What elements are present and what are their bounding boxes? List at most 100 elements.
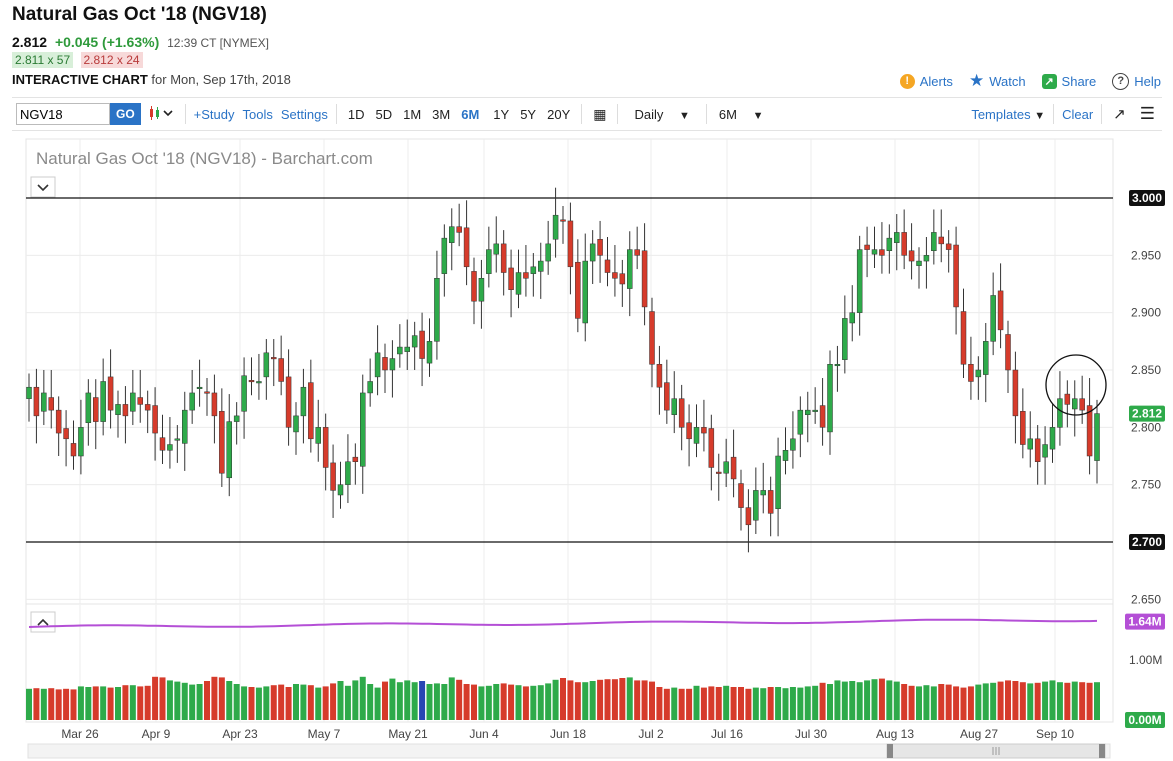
go-button[interactable]: GO — [110, 103, 141, 125]
period-1d[interactable]: 1D — [347, 106, 365, 122]
share-label: Share — [1061, 73, 1097, 89]
candle-body — [182, 409, 188, 444]
candle-body — [916, 260, 922, 266]
candle-body — [686, 422, 692, 440]
volume-bar — [337, 681, 344, 720]
candle-body — [100, 381, 106, 422]
tools-button[interactable]: Tools — [242, 106, 273, 122]
period-3m[interactable]: 3M — [432, 106, 451, 122]
volume-bar — [849, 681, 856, 720]
chart-toolbar: GO +Study Tools Settings 1D 5D 1M 3M 6M … — [12, 97, 1162, 131]
volume-bar — [300, 684, 307, 720]
volume-bar — [834, 680, 841, 720]
interval-label: Daily — [634, 106, 664, 122]
volume-bar — [574, 682, 581, 720]
volume-bar — [819, 682, 826, 720]
expand-icon[interactable]: ↗ — [1113, 106, 1126, 123]
candle-body — [137, 397, 143, 405]
settings-button[interactable]: Settings — [280, 106, 328, 122]
candle-body — [241, 375, 247, 412]
volume-bar — [530, 685, 537, 720]
watch-link[interactable]: ★ Watch — [969, 71, 1026, 91]
volume-bar — [611, 679, 618, 720]
volume-bar — [723, 685, 730, 720]
candle-body — [641, 250, 648, 308]
volume-bar — [641, 680, 648, 720]
alert-icon: ! — [899, 73, 915, 89]
candle-body — [426, 341, 433, 364]
volume-bar — [419, 681, 426, 720]
candle-body — [174, 438, 181, 441]
alerts-link[interactable]: ! Alerts — [899, 73, 953, 89]
candle-body — [538, 260, 544, 272]
volume-bar — [1019, 682, 1026, 720]
candle-body — [604, 259, 611, 273]
candle-body — [908, 250, 915, 262]
volume-bar — [953, 686, 960, 720]
interval-dropdown[interactable]: Daily ▼ — [622, 107, 701, 122]
period-1y[interactable]: 1Y — [493, 106, 510, 122]
candle-body — [70, 443, 77, 457]
candle-body — [449, 226, 455, 243]
candle-body — [990, 295, 996, 342]
volume-label: 1.64M — [1128, 615, 1161, 629]
x-tick-label: Apr 23 — [222, 727, 258, 741]
volume-bar — [77, 686, 84, 720]
level-label-low-bg — [1129, 534, 1165, 551]
calendar-icon[interactable]: ▦ — [593, 105, 607, 122]
volume-bar — [441, 684, 448, 720]
volume-bar — [626, 677, 633, 720]
templates-dropdown[interactable]: Templates ▼ — [967, 107, 1049, 122]
volume-tick-label: 1.00M — [1129, 653, 1162, 667]
menu-icon[interactable]: ☰ — [1139, 104, 1155, 123]
volume-bar — [1056, 682, 1063, 720]
chart-date: for Mon, Sep 17th, 2018 — [151, 72, 291, 87]
volume-bar — [55, 689, 62, 720]
volume-bar — [997, 681, 1004, 720]
volume-bar — [515, 685, 522, 720]
candle-body — [716, 471, 722, 474]
range-dropdown[interactable]: 6M ▼ — [711, 107, 772, 122]
divider — [1053, 104, 1055, 124]
period-5d[interactable]: 5D — [375, 106, 393, 122]
symbol-input[interactable] — [16, 103, 110, 125]
study-button[interactable]: +Study — [193, 106, 235, 122]
expand-volume-button[interactable] — [30, 611, 56, 633]
volume-average-line — [28, 618, 1098, 628]
period-5y[interactable]: 5Y — [520, 106, 537, 122]
share-link[interactable]: ↗ Share — [1041, 73, 1097, 89]
volume-bar — [767, 687, 774, 720]
y-tick-label: 2.900 — [1131, 306, 1161, 320]
volume-bar — [908, 685, 915, 720]
candle-body — [293, 415, 299, 433]
x-tick-label: Aug 27 — [960, 727, 998, 741]
chart-type-dropdown[interactable] — [141, 105, 181, 123]
volume-bar — [730, 687, 737, 720]
candle-body — [1057, 398, 1063, 428]
volume-bar — [975, 684, 982, 720]
period-6m[interactable]: 6M — [461, 106, 480, 122]
volume-bar — [448, 677, 455, 720]
scroll-bar[interactable] — [27, 743, 1111, 759]
candle-body — [945, 243, 952, 250]
volume-bar — [493, 684, 500, 720]
clear-button[interactable]: Clear — [1062, 106, 1094, 122]
candle-body — [693, 427, 700, 444]
scroll-handle-right — [1099, 744, 1105, 758]
x-tick-label: May 21 — [388, 727, 428, 741]
help-link[interactable]: ? Help — [1112, 72, 1161, 90]
volume-bar — [938, 684, 945, 720]
divider — [335, 104, 337, 124]
period-20y[interactable]: 20Y — [547, 106, 571, 122]
period-1m[interactable]: 1M — [403, 106, 422, 122]
volume-bar — [478, 686, 485, 720]
collapse-button[interactable] — [30, 176, 56, 198]
volume-bar — [344, 685, 351, 720]
volume-bar — [871, 679, 878, 720]
volume-bar — [923, 685, 930, 720]
volume-bar — [1094, 682, 1100, 720]
volume-bar — [359, 676, 366, 720]
volume-bar — [508, 684, 515, 720]
candle-body — [575, 261, 581, 319]
